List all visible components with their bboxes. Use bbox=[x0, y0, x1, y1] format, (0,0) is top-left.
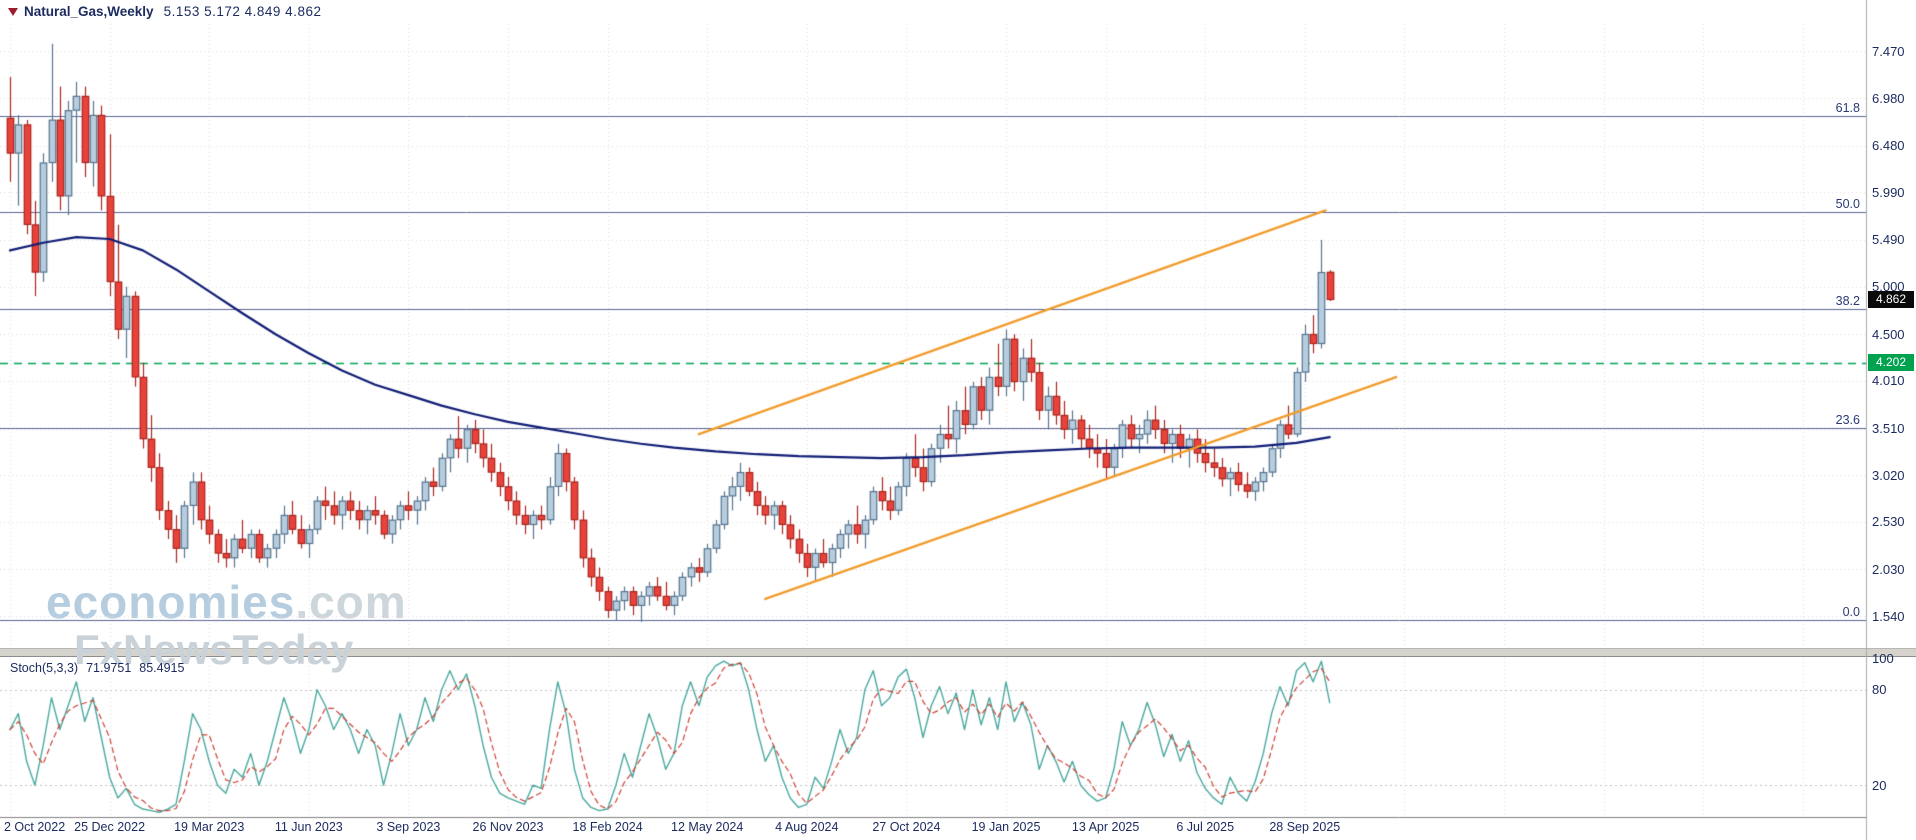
symbol-timeframe-label: Natural_Gas,Weekly bbox=[24, 4, 154, 19]
indicator-name: Stoch(5,3,3) bbox=[10, 661, 79, 675]
symbol-dropdown-icon[interactable] bbox=[8, 8, 18, 17]
level-price-badge: 4.202 bbox=[1868, 354, 1914, 372]
indicator-label: Stoch(5,3,3) 71.9751 85.4915 bbox=[10, 661, 184, 675]
chart-header: Natural_Gas,Weekly 5.153 5.172 4.849 4.86… bbox=[8, 4, 321, 19]
indicator-d-value: 85.4915 bbox=[139, 661, 185, 675]
current-price-badge: 4.862 bbox=[1868, 291, 1914, 309]
indicator-k-value: 71.9751 bbox=[86, 661, 132, 675]
ohlc-values: 5.153 5.172 4.849 4.862 bbox=[163, 4, 322, 19]
